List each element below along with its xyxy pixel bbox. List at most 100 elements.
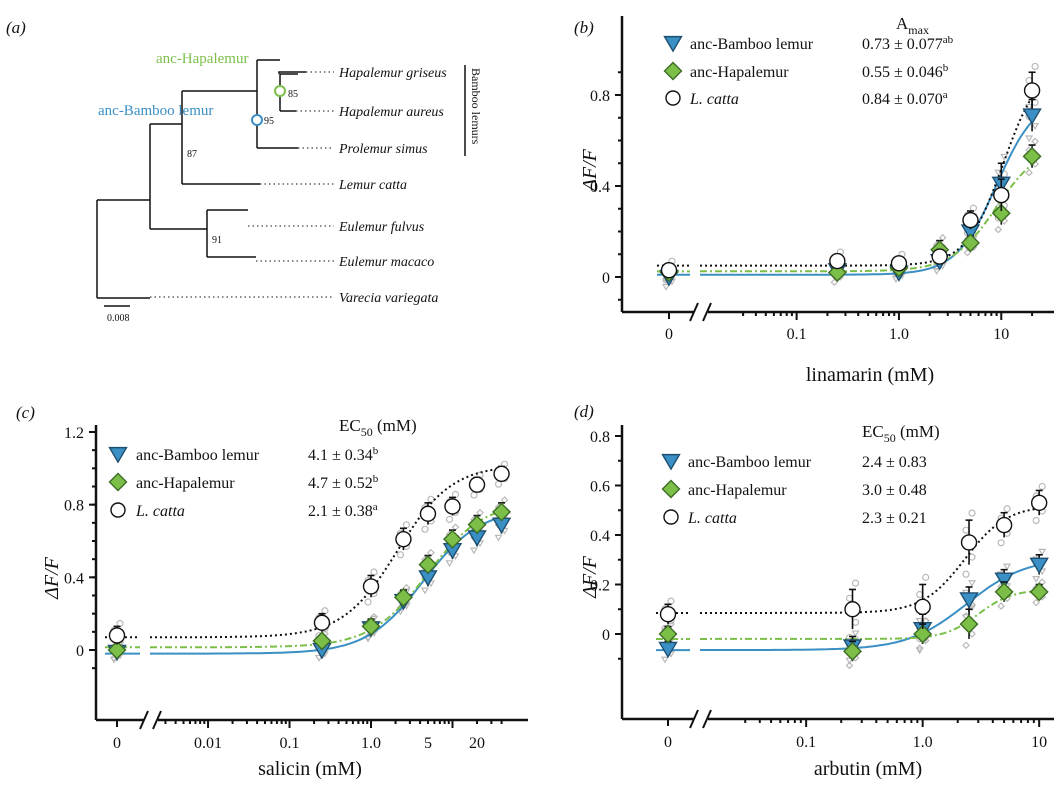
y-tick-label: 0.8: [64, 498, 84, 515]
data-point-catta: [995, 516, 1013, 534]
x-tick-label: 10: [1031, 734, 1047, 751]
taxon-lemur-catta: Lemur catta: [338, 178, 407, 193]
legend-marker-bamboo: [108, 446, 128, 464]
data-point-catta: [468, 476, 486, 493]
x-tick-label: 0: [113, 735, 121, 752]
x-tick-label: 0.01: [194, 735, 222, 752]
x-tick-label: 1.0: [913, 734, 933, 751]
data-point-catta: [829, 252, 846, 270]
replicate-point: [851, 630, 860, 638]
data-point-catta: [993, 186, 1010, 204]
replicate-point: [968, 553, 976, 561]
data-point-hapalemur: [492, 502, 512, 522]
replicate-point: [968, 509, 976, 517]
replicate-point: [1031, 62, 1039, 71]
replicate-point: [1032, 516, 1040, 525]
x-tick-label: 5: [424, 735, 432, 752]
replicate-point: [915, 644, 924, 653]
y-tick-label: 0.6: [590, 479, 610, 496]
x-tick-label: 0.1: [787, 326, 807, 343]
replicate-point: [845, 594, 854, 602]
replicate-point: [494, 534, 503, 542]
legend-label-catta: L. catta: [687, 510, 737, 527]
replicate-point: [1032, 576, 1041, 583]
data-point-bamboo: [1022, 108, 1042, 125]
legend-label-bamboo: anc-Bamboo lemur: [136, 447, 260, 464]
data-point-catta: [395, 530, 412, 548]
replicate-point: [427, 495, 435, 503]
replicate-point: [421, 525, 429, 533]
data-point-hapalemur: [393, 587, 413, 607]
taxon-varecia-variegata: Varecia variegata: [339, 291, 438, 306]
clade-label-bamboo-lemurs: Bamboo lemurs: [469, 68, 483, 145]
legend-label-hapalemur: anc-Hapalemur: [690, 64, 789, 81]
replicate-point: [321, 607, 329, 615]
bootstrap-85: 85: [288, 89, 298, 100]
y-tick-label: 0.4: [590, 179, 610, 196]
fit-curve-catta: [699, 507, 1040, 614]
data-point-hapalemur: [443, 529, 462, 549]
y-tick-label: 0.4: [590, 528, 610, 545]
chart-panel-d: (d) 0 0.2 0.4 0.6 0.8 0 0.1 1.0 10 arbutin (mM) ΔF/…: [574, 402, 1054, 780]
replicate-point: [967, 580, 977, 588]
data-point-catta: [660, 261, 678, 279]
replicate-point: [915, 618, 924, 625]
y-tick-label: 0.8: [590, 429, 610, 446]
panel-label-b: (b): [574, 18, 594, 37]
data-point-hapalemur: [994, 582, 1014, 602]
replicate-point: [922, 573, 930, 581]
replicate-point: [500, 496, 509, 504]
replicate-point: [830, 278, 839, 287]
x-tick-label: 0: [665, 326, 673, 343]
data-point-hapalemur: [827, 262, 847, 282]
legend-marker-catta: [663, 509, 679, 525]
data-point-catta: [108, 627, 126, 644]
data-point-catta: [444, 498, 461, 515]
replicate-point: [1003, 563, 1012, 571]
x-tick-label: 0.1: [280, 735, 300, 752]
data-point-catta: [931, 248, 948, 265]
data-point-hapalemur: [361, 616, 381, 636]
taxon-eulemur-fulvus: Eulemur fulvus: [338, 220, 425, 235]
taxon-eulemur-macaco: Eulemur macaco: [338, 255, 434, 270]
legend-label-catta: L. catta: [689, 91, 739, 108]
taxon-labels: Hapalemur griseus Hapalemur aureus Prole…: [338, 66, 447, 306]
replicate-point: [451, 523, 460, 532]
x-tick-label: 10: [993, 326, 1009, 343]
replicate-point: [1031, 137, 1039, 146]
bootstrap-95: 95: [264, 116, 274, 127]
y-tick-label: 0.2: [590, 578, 610, 595]
data-point-catta: [844, 601, 861, 618]
x-tick-label: 20: [469, 735, 485, 752]
y-tick-label: 0: [602, 270, 610, 287]
data-point-bamboo: [994, 572, 1014, 590]
y-axis-label: ΔF/F: [579, 148, 601, 192]
x-tick-label: 0: [664, 734, 672, 751]
legend-value-catta: 0.84 ± 0.070a: [862, 89, 948, 108]
y-tick-label: 0: [76, 643, 84, 660]
data-point-hapalemur: [843, 641, 863, 661]
x-axis-label: arbutin (mM): [814, 758, 922, 780]
replicate-point: [1031, 123, 1040, 131]
tree-tip-leaders: [150, 71, 334, 298]
scale-bar-label: 0.008: [107, 313, 130, 324]
x-axis-label: linamarin (mM): [806, 364, 934, 386]
replicate-point: [845, 657, 854, 665]
replicate-point: [932, 267, 941, 275]
fit-curve-hapalemur: [149, 509, 502, 649]
replicate-point: [1025, 103, 1034, 111]
data-point-bamboo: [959, 592, 979, 609]
data-point-catta: [493, 465, 510, 482]
legend-label-hapalemur: anc-Hapalemur: [688, 482, 787, 499]
data-point-hapalemur: [658, 624, 678, 644]
replicate-point: [476, 508, 484, 517]
replicate-point: [845, 661, 854, 670]
panel-label-a: (a): [6, 18, 26, 37]
axis-break-mark: [139, 710, 149, 730]
data-point-catta: [890, 255, 908, 272]
replicate-point: [660, 656, 670, 664]
axis-break-mark: [152, 710, 162, 730]
replicate-point: [963, 248, 972, 257]
data-point-hapalemur: [312, 631, 332, 651]
